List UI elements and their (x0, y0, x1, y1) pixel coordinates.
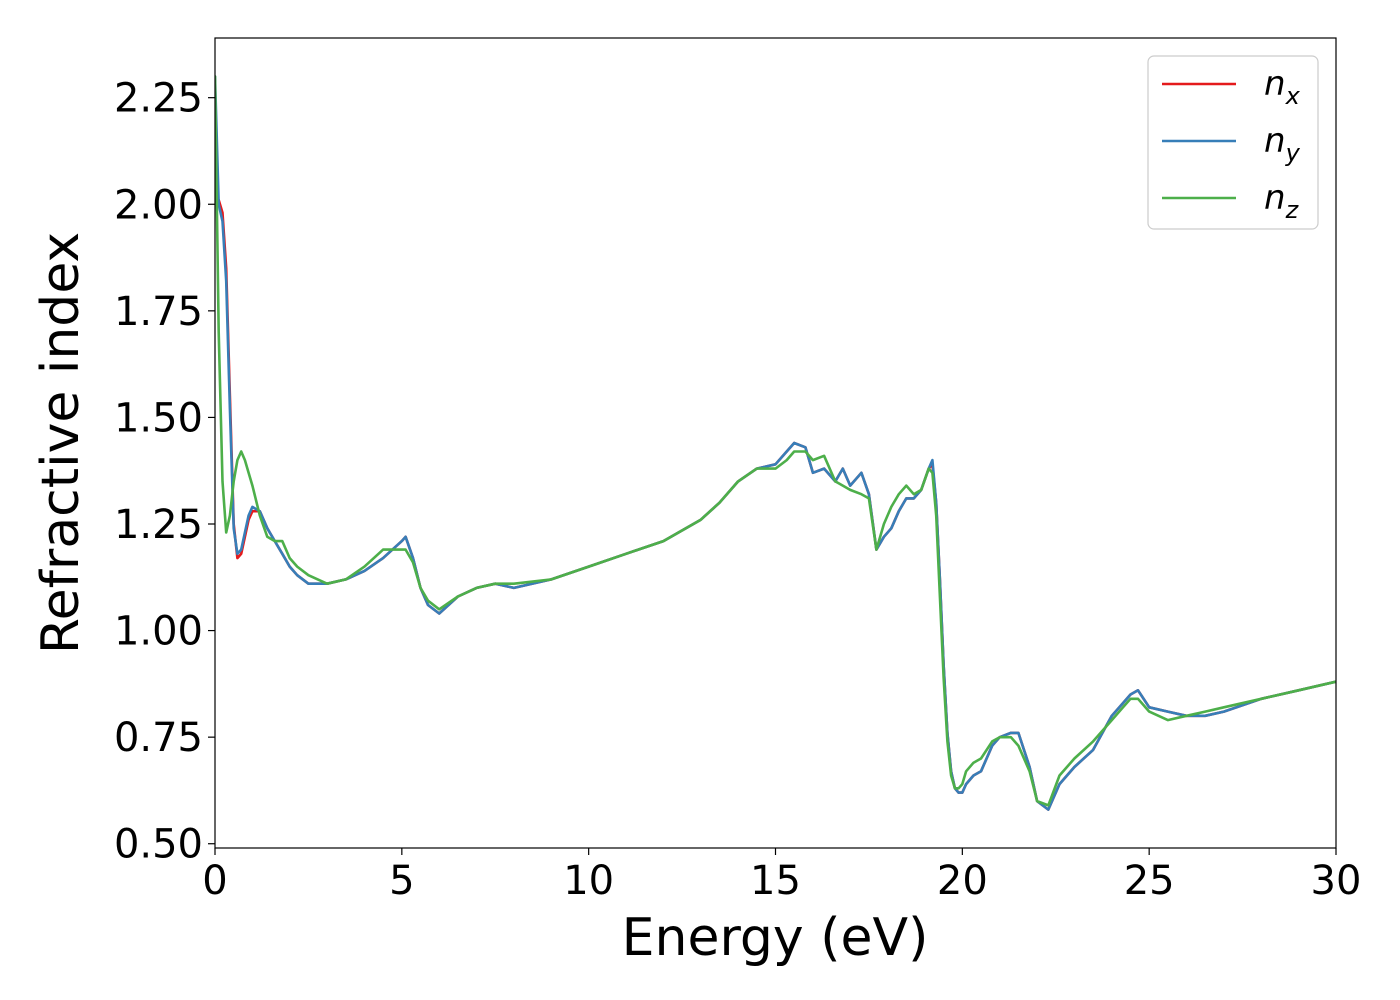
y-axis: 0.50 0.75 1.00 1.25 1.50 1.75 2.00 2.25 (114, 76, 215, 868)
legend-label-n-y: ny (1264, 121, 1301, 167)
y-tick-label: 1.50 (114, 395, 203, 441)
y-tick-label: 0.75 (114, 715, 203, 761)
x-tick-label: 20 (937, 858, 988, 904)
y-tick-label: 1.25 (114, 502, 203, 548)
x-tick-label: 25 (1124, 858, 1175, 904)
x-tick-label: 30 (1311, 858, 1362, 904)
y-tick-label: 0.50 (114, 822, 203, 868)
y-tick-label: 1.00 (114, 609, 203, 655)
y-tick-label: 1.75 (114, 289, 203, 335)
series-line-n-z (215, 75, 1336, 807)
x-tick-label: 15 (750, 858, 801, 904)
y-tick-label: 2.00 (114, 182, 203, 228)
legend-label-n-x: nx (1264, 64, 1301, 110)
x-axis-title: Energy (eV) (622, 908, 929, 968)
legend: nx ny nz (1147, 55, 1319, 230)
y-axis-title: Refractive index (31, 232, 91, 654)
x-tick-label: 10 (563, 858, 614, 904)
legend-label-n-z: nz (1264, 178, 1300, 224)
series-layer (215, 75, 1336, 811)
x-axis: 0 5 10 15 20 25 30 (202, 848, 1361, 904)
x-tick-label: 5 (389, 858, 414, 904)
x-tick-label: 0 (202, 858, 227, 904)
legend-box (1147, 55, 1319, 230)
y-tick-label: 2.25 (114, 76, 203, 122)
